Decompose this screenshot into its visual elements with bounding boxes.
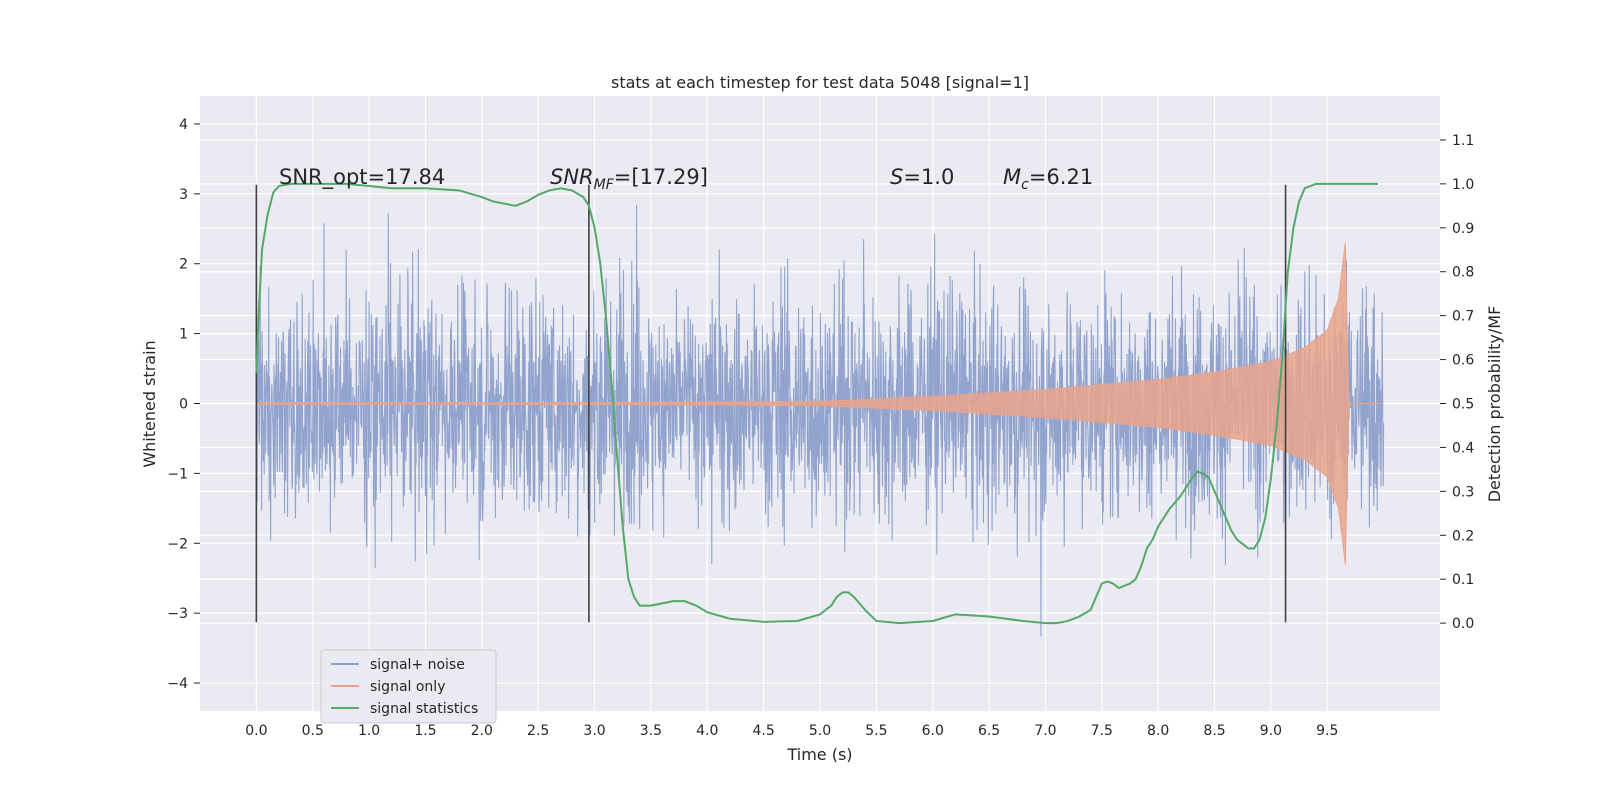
y-tick-label: −1: [167, 466, 188, 482]
vertical-markers: [255, 184, 1287, 623]
x-tick-label: 5.5: [865, 723, 887, 739]
x-tick-label: 4.5: [753, 723, 775, 739]
x-tick-label: 0.5: [302, 723, 324, 739]
y-tick-label: 2: [179, 257, 188, 273]
y-right-axis-label: Detection probability/MF: [1485, 306, 1504, 503]
x-tick-label: 8.0: [1147, 723, 1169, 739]
y-right-tick-label: 0.5: [1452, 397, 1474, 413]
x-tick-label: 9.5: [1316, 723, 1338, 739]
stats-line: [255, 182, 1378, 625]
signal-series: [255, 242, 1384, 565]
x-tick-label: 2.5: [527, 723, 549, 739]
s-main: S: [890, 165, 903, 189]
x-tick-label: 1.0: [358, 723, 380, 739]
legend-label-stats: signal statistics: [370, 701, 478, 717]
noise-series: [255, 204, 1385, 637]
y-right-tick-label: 0.1: [1452, 572, 1474, 588]
y-tick-label: 4: [179, 117, 188, 133]
noise-line: [255, 204, 1385, 637]
y-axis-label: Whitened strain: [140, 340, 159, 467]
x-tick-label: 7.5: [1091, 723, 1113, 739]
y-tick-label: 3: [179, 187, 188, 203]
y-right-tick-label: 0.6: [1452, 353, 1474, 369]
annotation-snr-mf: SNRMF=[17.29]: [550, 165, 708, 193]
y-right-tick-label: 0.3: [1452, 484, 1474, 500]
legend: signal+ noise signal only signal statist…: [320, 649, 497, 724]
annotation-s: S=1.0: [890, 165, 954, 189]
y-tick-label: −3: [167, 606, 188, 622]
y-tick-label: 1: [179, 327, 188, 343]
y-tick-label: 0: [179, 397, 188, 413]
x-tick-labels: 0.0 0.5 1.0 1.5 2.0 2.5 3.0 3.5 4.0 4.5 5.0 5.5 6.0 6…: [245, 723, 1338, 739]
y-right-tick-label: 1.1: [1452, 133, 1474, 149]
x-tick-label: 0.0: [245, 723, 267, 739]
y-tick-label: −4: [167, 676, 188, 692]
legend-box: [320, 649, 497, 724]
legend-label-noise: signal+ noise: [370, 657, 465, 673]
x-tick-label: 2.0: [471, 723, 493, 739]
y-right-tick-label: 0.7: [1452, 309, 1474, 325]
x-tick-label: 4.0: [696, 723, 718, 739]
x-tick-label: 5.0: [809, 723, 831, 739]
snr-mf-sub: MF: [594, 177, 615, 193]
x-tick-label: 3.5: [640, 723, 662, 739]
x-tick-label: 9.0: [1260, 723, 1282, 739]
annotation-mc: Mc=6.21: [1003, 165, 1093, 193]
annotation-snr-opt: SNR_opt=17.84: [279, 165, 445, 190]
s-rest: =1.0: [903, 165, 954, 189]
x-tick-label: 6.0: [922, 723, 944, 739]
y-right-tick-labels: 1.1 1.0 0.9 0.8 0.7 0.6 0.5 0.4 0.3 0.2 0.1 0.0: [1440, 133, 1474, 632]
chart-title: stats at each timestep for test data 504…: [611, 73, 1029, 92]
mc-sub: c: [1021, 177, 1029, 193]
y-tick-labels: 4 3 2 1 0 −1 −2 −3 −4: [167, 117, 200, 692]
x-tick-label: 1.5: [414, 723, 436, 739]
mc-rest: =6.21: [1029, 165, 1093, 189]
y-right-tick-label: 0.8: [1452, 265, 1474, 281]
y-right-tick-label: 1.0: [1452, 177, 1474, 193]
stats-series: [255, 182, 1378, 625]
x-axis-label: Time (s): [786, 745, 852, 764]
y-right-tick-label: 0.9: [1452, 221, 1474, 237]
x-tick-label: 7.0: [1034, 723, 1056, 739]
snr-mf-rest: =[17.29]: [614, 165, 708, 189]
x-tick-label: 3.0: [583, 723, 605, 739]
snr-mf-main: SNR: [550, 165, 594, 189]
y-right-tick-label: 0.4: [1452, 440, 1474, 456]
y-right-tick-label: 0.0: [1452, 616, 1474, 632]
legend-label-signal: signal only: [370, 679, 445, 695]
y-tick-label: −2: [167, 536, 188, 552]
mc-main: M: [1003, 165, 1021, 189]
y-right-tick-label: 0.2: [1452, 528, 1474, 544]
x-tick-label: 6.5: [978, 723, 1000, 739]
x-tick-label: 8.5: [1203, 723, 1225, 739]
